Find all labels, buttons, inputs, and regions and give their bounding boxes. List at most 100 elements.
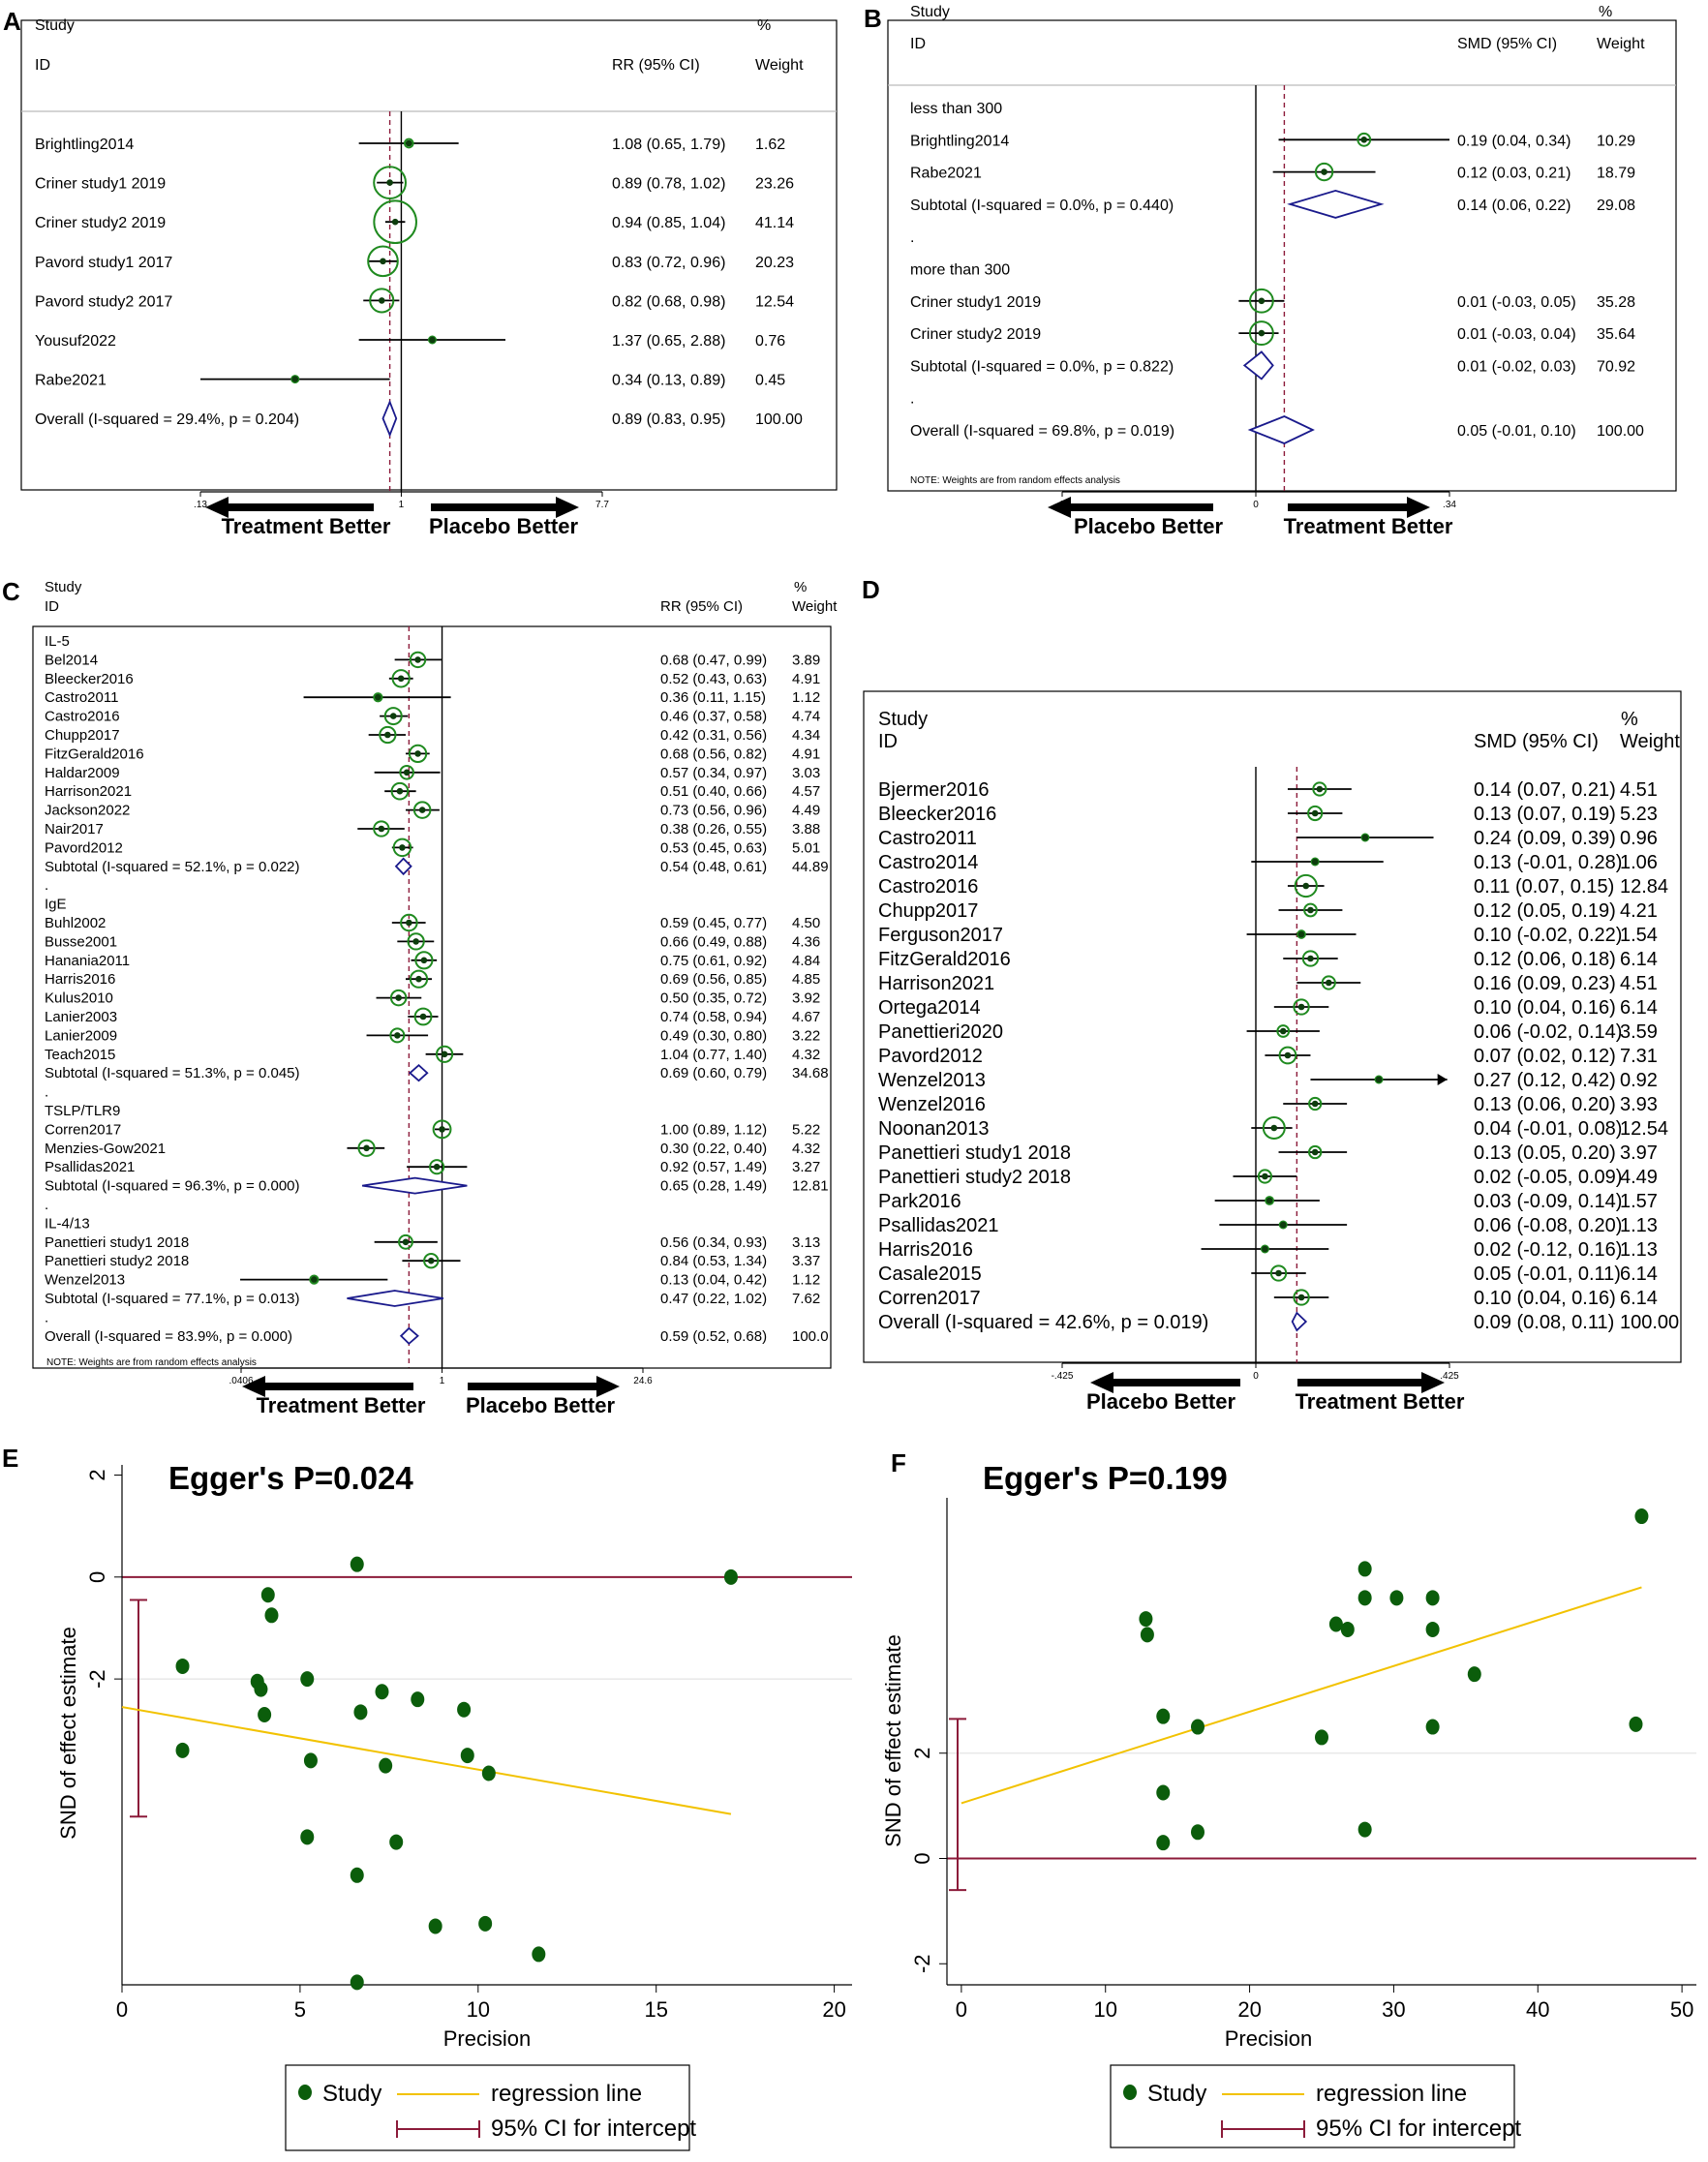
study-name: Criner study1 2019 [35,176,166,193]
weight-text: 12.81 [792,1178,829,1195]
overall-label: Overall (I-squared = 83.9%, p = 0.000) [45,1328,292,1345]
x-tick-label: 0 [116,1997,128,2022]
study-weight-marker [1265,1196,1275,1205]
study-point [411,1691,425,1708]
study-name: Pavord2012 [878,1046,983,1067]
study-weight-marker [409,651,427,669]
weight-text: 4.21 [1620,900,1658,922]
point-estimate [394,1032,401,1039]
subtotal-diamond [1242,350,1274,381]
point-estimate [399,844,406,851]
study-point [478,1915,493,1932]
weight-text: 3.59 [1620,1021,1658,1043]
study-point [723,1568,738,1585]
study-weight-marker [1310,857,1320,867]
study-name: Castro2016 [878,876,978,898]
study-point [1140,1627,1154,1643]
study-point [350,1867,364,1883]
study-point [460,1748,474,1764]
study-weight-marker [1257,1169,1272,1184]
study-point [175,1658,190,1674]
point-estimate [397,675,405,683]
weight-text: 7.62 [792,1291,820,1307]
overall-label: Overall (I-squared = 29.4%, p = 0.204) [35,411,299,428]
weight-text: 35.64 [1597,326,1635,343]
point-estimate [396,787,404,795]
overall-diamond [399,1326,419,1346]
effect-ci-text: 0.06 (-0.02, 0.14) [1474,1021,1622,1043]
weight-text: 4.57 [792,783,820,800]
regression-line [121,1706,732,1815]
point-estimate [1307,906,1314,914]
study-weight-marker [389,989,408,1007]
effect-ci-text: 0.06 (-0.08, 0.20) [1474,1215,1622,1236]
effect-ci-text: 0.13 (0.05, 0.20) [1474,1142,1616,1164]
study-point [353,1704,368,1720]
y-axis-title: SND of effect estimate [56,1627,80,1840]
weight-text: 41.14 [755,215,794,231]
point-estimate [1321,168,1327,175]
study-point [1156,1708,1171,1724]
study-weight-marker [399,765,414,780]
study-weight-marker [423,1253,440,1269]
study-name: Menzies-Gow2021 [45,1141,166,1157]
left-arrow-label: Placebo Better [1074,514,1223,538]
study-weight-marker [290,375,300,384]
weight-text: 4.32 [792,1141,820,1157]
effect-ci-text: 0.05 (-0.01, 0.11) [1474,1264,1621,1285]
effect-ci-text: 0.89 (0.83, 0.95) [612,411,725,428]
weight-text: 3.27 [792,1159,820,1175]
effect-ci-text: 0.03 (-0.09, 0.14) [1474,1191,1622,1212]
study-weight-marker [427,335,437,345]
weight-text: 3.37 [792,1253,820,1269]
study-name: Chupp2017 [45,727,120,744]
effect-ci-text: 0.46 (0.37, 0.58) [660,709,767,725]
study-weight-marker [409,969,429,989]
header-ci: SMD (95% CI) [1474,731,1599,752]
study-name: Castro2014 [878,852,978,873]
effect-ci-text: 0.52 (0.43, 0.63) [660,671,767,687]
weight-text: 3.89 [792,652,820,668]
point-estimate [403,769,411,776]
study-weight-marker [1293,998,1310,1016]
point-estimate [1360,137,1368,143]
study-name: Bleecker2016 [878,804,996,825]
study-weight-marker [414,951,434,970]
study-weight-marker [390,781,410,801]
weight-text: 1.13 [1620,1239,1658,1261]
study-name: Haldar2009 [45,765,120,781]
study-name: Lanier2003 [45,1009,117,1025]
weight-text: 6.14 [1620,949,1658,970]
study-point [264,1607,279,1624]
study-point [1629,1716,1643,1732]
study-name: Criner study2 2019 [910,326,1041,343]
overall-label: Overall (I-squared = 69.8%, p = 0.019) [910,423,1174,440]
weight-text: 70.92 [1597,358,1635,375]
point-estimate [1302,882,1310,890]
point-estimate [414,656,421,663]
point-estimate [415,975,422,983]
right-arrow [468,1376,620,1397]
study-name: Harrison2021 [45,783,132,800]
study-weight-marker [1249,288,1274,314]
point-estimate [420,957,428,964]
study-point [1634,1508,1649,1525]
study-name: Yousuf2022 [35,333,116,350]
spacer-dot: . [910,391,914,408]
effect-ci-text: 0.10 (0.04, 0.16) [1474,997,1616,1019]
study-name: Ferguson2017 [878,925,1003,946]
legend-study-marker [298,2085,312,2100]
study-name: Castro2016 [45,709,120,725]
weight-text: 100.00 [1597,423,1644,440]
point-estimate [441,1051,448,1058]
x-tick-label: 20 [822,1997,845,2022]
study-name: Criner study1 2019 [910,294,1041,311]
effect-ci-text: 0.51 (0.40, 0.66) [660,783,767,800]
subtotal-diamond [1287,189,1385,219]
effect-ci-text: 1.00 (0.89, 1.12) [660,1121,767,1138]
weight-text: 12.54 [1620,1118,1668,1140]
study-name: Pavord study1 2017 [35,255,172,271]
weight-text: 4.50 [792,915,820,931]
effect-ci-text: 0.12 (0.05, 0.19) [1474,900,1616,922]
